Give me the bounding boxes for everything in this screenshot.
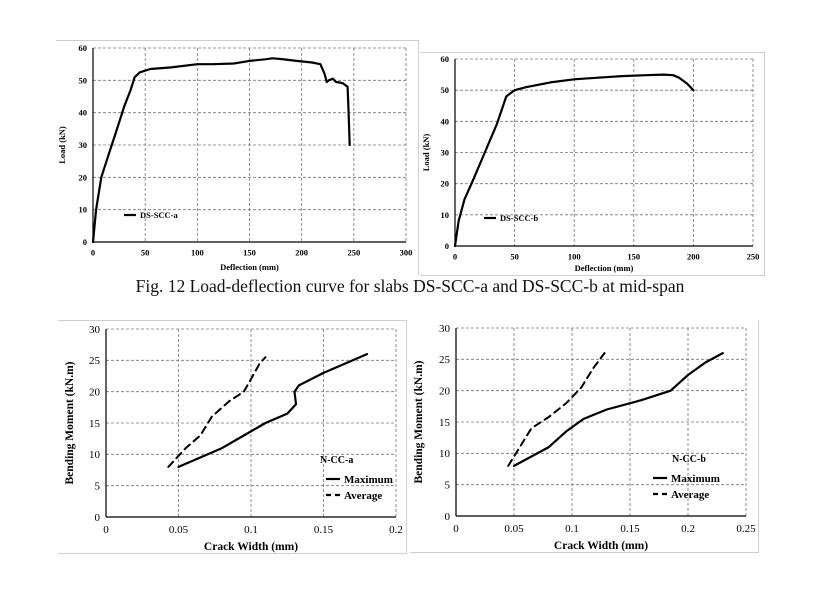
series-line-ds-scc-a [91, 57, 351, 244]
chart-panel-ds-scc-b: 0 50 100 150 200 250 0 10 20 30 40 50 60 Deflection (… [420, 52, 765, 276]
x-tick-label: 0.1 [244, 524, 258, 536]
chart-svg: 0 0.05 0.1 0.15 0.2 0.25 0 5 10 15 20 25 30 Crack Wid… [413, 323, 756, 552]
y-tick-label: 20 [441, 179, 450, 189]
legend-label: Average [671, 489, 709, 501]
y-tick-label: 40 [79, 108, 88, 118]
y-axis-label: Load (kN) [57, 126, 67, 164]
y-tick-label: 5 [445, 480, 451, 492]
x-axis-label: Crack Width (mm) [204, 541, 298, 553]
y-tick-label: 0 [83, 237, 87, 247]
y-tick-label: 40 [441, 116, 450, 126]
chart-annotation: N-CC-b [672, 454, 706, 465]
y-tick-label: 0 [445, 511, 451, 523]
legend-label: Maximum [671, 473, 720, 485]
y-tick-label: 50 [79, 75, 88, 85]
x-tick-label: 50 [141, 248, 150, 258]
x-tick-label: 0.25 [736, 523, 756, 535]
x-tick-label: 0.2 [389, 524, 403, 536]
y-tick-label: 15 [89, 418, 101, 430]
legend-label: DS-SCC-b [500, 213, 539, 223]
chart-svg: 0 50 100 150 200 250 300 0 10 20 30 40 50 60 Deflectio… [57, 43, 413, 272]
x-tick-label: 150 [627, 252, 640, 262]
x-tick-label: 0.1 [565, 523, 579, 535]
legend-label: Average [344, 490, 382, 502]
x-axis-label: Deflection (mm) [220, 262, 279, 272]
x-axis-label: Crack Width (mm) [554, 540, 648, 552]
x-tick-label: 0 [91, 248, 95, 258]
x-tick-label: 0 [453, 523, 459, 535]
series-line-ds-scc-b [453, 73, 695, 248]
y-tick-label: 10 [439, 448, 451, 460]
series-line-average [167, 356, 267, 468]
chart-panel-ds-scc-a: 0 50 100 150 200 250 300 0 10 20 30 40 50 60 Deflectio… [56, 40, 419, 275]
y-tick-label: 10 [89, 449, 101, 461]
x-tick-label: 50 [510, 252, 518, 262]
y-tick-label: 30 [441, 147, 450, 157]
x-tick-label: 150 [243, 248, 256, 258]
y-tick-label: 20 [439, 386, 451, 398]
x-tick-label: 0.15 [314, 524, 334, 536]
x-tick-label: 0.05 [169, 524, 189, 536]
y-tick-label: 60 [441, 54, 450, 64]
series-line-average [507, 352, 606, 467]
y-tick-label: 50 [441, 85, 450, 95]
chart-svg: 0 0.05 0.1 0.15 0.2 0 5 10 15 20 25 30 Crack Width (… [64, 324, 403, 553]
y-axis-label: Bending Moment (kN.m) [413, 360, 425, 483]
x-tick-label: 0 [453, 252, 457, 262]
figure-caption: Fig. 12 Load-deflection curve for slabs … [135, 276, 685, 296]
y-tick-label: 25 [439, 354, 451, 366]
y-tick-label: 0 [95, 512, 101, 524]
chart-annotation: N-CC-a [320, 455, 353, 466]
x-tick-label: 300 [400, 248, 413, 258]
y-tick-label: 30 [79, 140, 88, 150]
y-tick-label: 0 [445, 241, 449, 251]
x-tick-label: 0.15 [620, 523, 640, 535]
y-tick-label: 20 [79, 172, 88, 182]
x-tick-label: 200 [687, 252, 700, 262]
y-tick-label: 5 [95, 481, 101, 493]
y-axis-label: Load (kN) [421, 134, 431, 172]
series-line-maximum [177, 352, 369, 468]
x-tick-label: 250 [347, 248, 360, 258]
x-tick-label: 250 [747, 252, 760, 262]
y-tick-label: 25 [89, 355, 101, 367]
x-axis-label: Deflection (mm) [575, 263, 634, 273]
y-tick-label: 10 [441, 210, 450, 220]
legend-label: DS-SCC-a [140, 210, 179, 220]
chart-svg: 0 50 100 150 200 250 0 10 20 30 40 50 60 Deflection (… [421, 54, 760, 273]
y-tick-label: 60 [79, 43, 88, 53]
x-tick-label: 0.2 [681, 523, 695, 535]
x-tick-label: 100 [568, 252, 581, 262]
y-axis-label: Bending Moment (kN.m) [64, 361, 76, 484]
y-tick-label: 30 [89, 324, 101, 336]
chart-panel-n-cc-a: 0 0.05 0.1 0.15 0.2 0 5 10 15 20 25 30 Crack Width (… [58, 320, 407, 554]
y-tick-label: 15 [439, 417, 451, 429]
series-line-maximum [512, 351, 724, 467]
legend-label: Maximum [344, 474, 393, 486]
x-tick-label: 100 [191, 248, 204, 258]
x-tick-label: 200 [295, 248, 308, 258]
x-tick-label: 0.05 [504, 523, 524, 535]
y-tick-label: 30 [439, 323, 451, 335]
chart-panel-n-cc-b: 0 0.05 0.1 0.15 0.2 0.25 0 5 10 15 20 25 30 Crack Wid… [410, 320, 759, 553]
y-tick-label: 20 [89, 387, 101, 399]
y-tick-label: 10 [79, 205, 88, 215]
x-tick-label: 0 [103, 524, 109, 536]
